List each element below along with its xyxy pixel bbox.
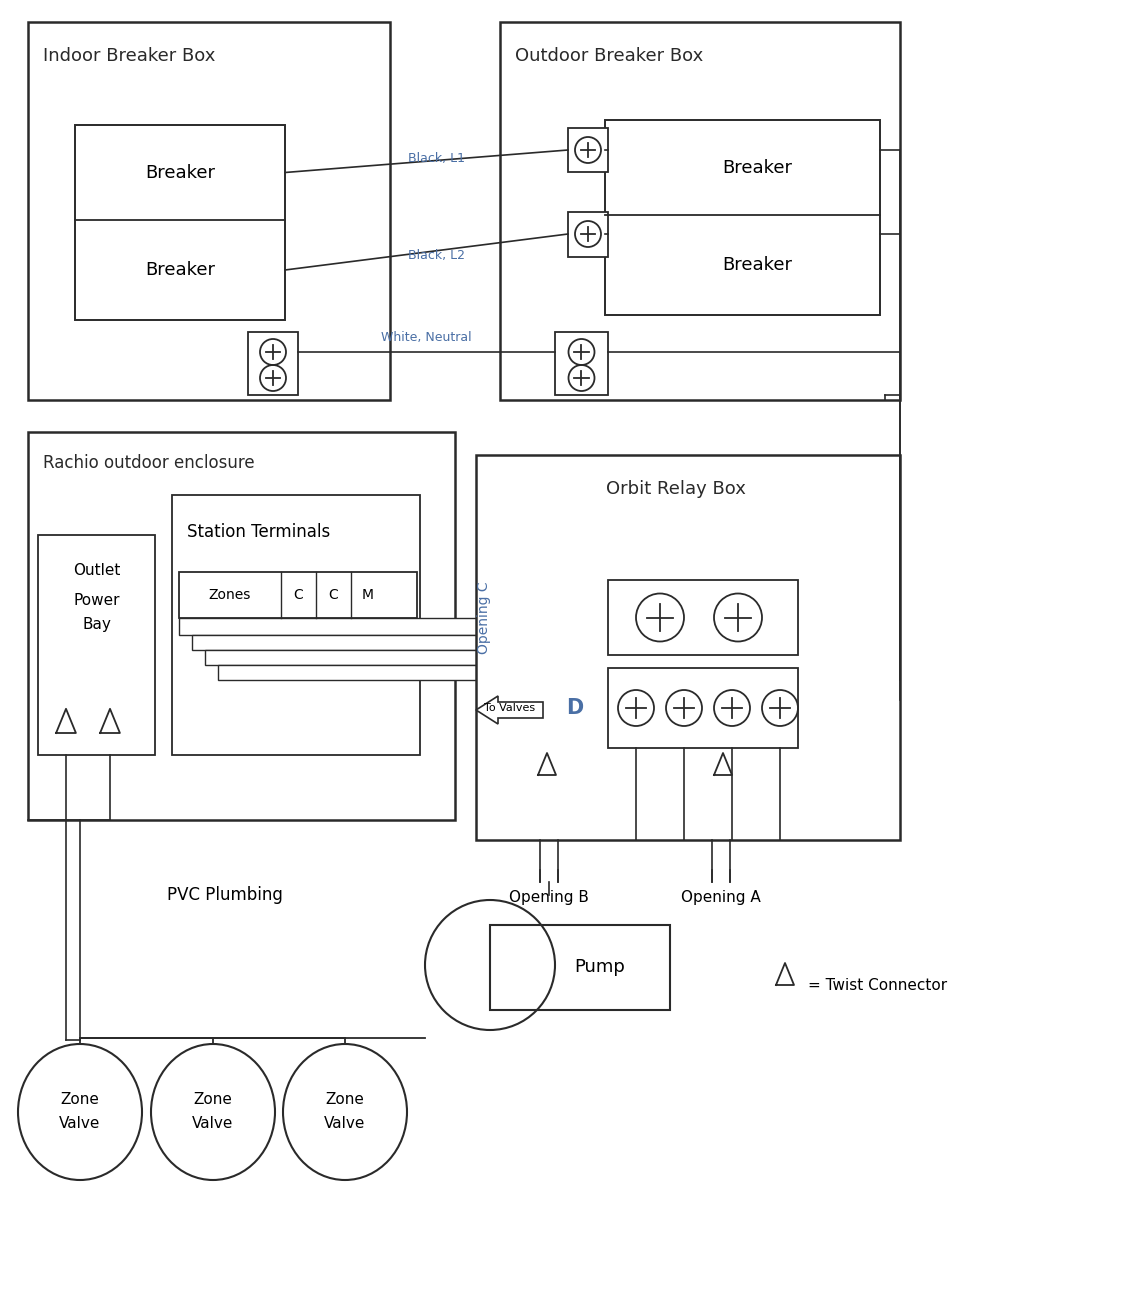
Text: Outlet: Outlet (73, 563, 120, 578)
Bar (476, 456, 900, 840)
Bar (608, 580, 798, 655)
Bar (608, 668, 798, 748)
Bar (520, 534, 600, 643)
Text: Zone: Zone (325, 1092, 365, 1107)
Text: Valve: Valve (60, 1116, 101, 1132)
Bar (568, 127, 608, 172)
Text: Valve: Valve (324, 1116, 366, 1132)
Bar (605, 119, 880, 315)
Text: Opening C: Opening C (477, 582, 490, 654)
Bar (192, 635, 505, 650)
Text: To Valves: To Valves (484, 702, 536, 713)
Bar (500, 22, 900, 400)
Text: Outdoor Breaker Box: Outdoor Breaker Box (515, 47, 703, 66)
Bar (28, 432, 454, 821)
Bar (179, 572, 417, 618)
Bar (510, 525, 600, 656)
Bar (248, 332, 298, 395)
Text: Rachio outdoor enclosure: Rachio outdoor enclosure (43, 454, 254, 471)
Text: Pump: Pump (575, 958, 626, 977)
Text: Zone: Zone (193, 1092, 233, 1107)
Text: Black, L2: Black, L2 (408, 249, 465, 263)
Bar (28, 22, 390, 400)
Text: Opening A: Opening A (681, 890, 761, 905)
Text: C: C (328, 588, 338, 601)
Text: Breaker: Breaker (722, 256, 792, 274)
Text: Indoor Breaker Box: Indoor Breaker Box (43, 47, 215, 66)
Text: PVC Plumbing: PVC Plumbing (168, 886, 284, 903)
Text: Breaker: Breaker (145, 261, 215, 278)
FancyArrow shape (476, 696, 543, 723)
Text: C: C (294, 588, 303, 601)
Text: = Twist Connector: = Twist Connector (808, 977, 947, 993)
Text: M: M (362, 588, 374, 601)
Text: Opening B: Opening B (508, 890, 590, 905)
Bar (75, 125, 285, 320)
Text: Bay: Bay (82, 617, 111, 632)
Bar (490, 506, 600, 680)
Text: Station Terminals: Station Terminals (187, 523, 331, 541)
Text: Valve: Valve (192, 1116, 234, 1132)
Text: Orbit Relay Box: Orbit Relay Box (606, 481, 746, 498)
Text: Black, L1: Black, L1 (408, 151, 465, 164)
Text: Breaker: Breaker (145, 164, 215, 181)
Text: Zones: Zones (209, 588, 251, 601)
Text: Breaker: Breaker (722, 159, 792, 176)
Text: White, Neutral: White, Neutral (381, 331, 471, 344)
Bar (490, 924, 670, 1010)
Bar (205, 650, 505, 664)
Bar (172, 495, 420, 755)
Text: Power: Power (73, 593, 119, 608)
Bar (555, 332, 608, 395)
Bar (568, 211, 608, 257)
Text: D: D (566, 699, 584, 718)
Bar (500, 515, 600, 668)
Text: Zone: Zone (61, 1092, 99, 1107)
Bar (179, 618, 505, 635)
Bar (38, 534, 155, 755)
Bar (218, 664, 505, 680)
